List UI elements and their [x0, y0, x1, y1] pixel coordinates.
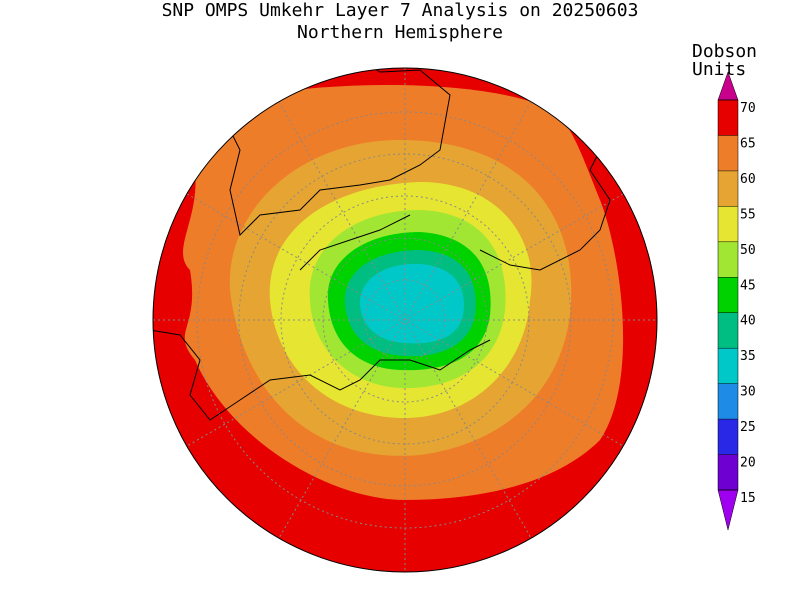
colorbar-tick-label: 45	[740, 278, 756, 293]
color-swatch	[718, 100, 738, 136]
colorbar-tick-label: 70	[740, 101, 756, 116]
colorbar-tick-label: 25	[740, 420, 756, 435]
colorbar-label: Dobson	[692, 41, 757, 62]
colorbar-tick-label: 35	[740, 349, 756, 364]
color-swatch	[718, 170, 738, 207]
colorbar-label: Units	[692, 59, 746, 80]
color-swatch	[718, 206, 738, 242]
map-border	[152, 67, 658, 573]
color-swatch	[718, 241, 738, 278]
colorbar-arrow	[717, 489, 739, 531]
colorbar-tick-label: 40	[740, 314, 756, 329]
color-swatch	[718, 419, 738, 455]
colorbar-tick-label: 50	[740, 243, 756, 258]
color-swatch	[718, 135, 738, 171]
color-swatch	[718, 383, 738, 420]
colorbar-tick-label: 60	[740, 172, 756, 187]
field-region	[359, 263, 464, 344]
map	[153, 68, 657, 572]
color-swatch	[718, 348, 738, 384]
colorbar-tick-label: 20	[740, 456, 756, 471]
title: SNP OMPS Umkehr Layer 7 Analysis on 2025…	[162, 0, 639, 21]
colorbar-tick-label: 15	[740, 491, 756, 506]
subtitle: Northern Hemisphere	[297, 22, 503, 43]
color-swatch	[718, 454, 738, 490]
colorbar: 70 65 60 55 50 45 40 35 30 25 20 15	[717, 71, 756, 531]
color-swatch	[718, 277, 738, 313]
graticule	[153, 68, 657, 572]
colorbar-tick-label: 30	[740, 385, 756, 400]
coastlines	[153, 68, 611, 421]
color-swatch	[718, 312, 738, 349]
colorbar-tick-label: 65	[740, 136, 756, 151]
colorbar-tick-label: 55	[740, 207, 756, 222]
